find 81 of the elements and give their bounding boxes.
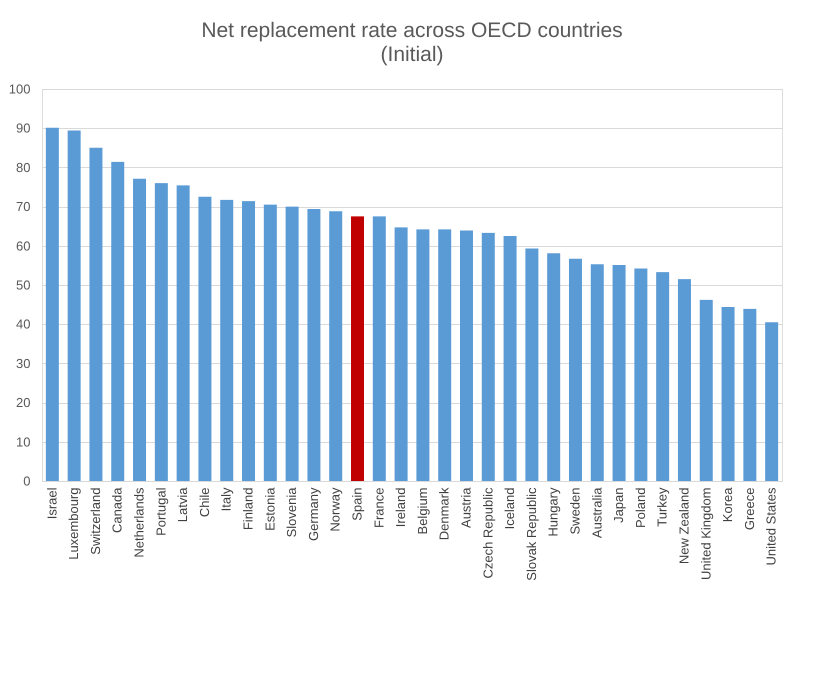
bar	[504, 236, 517, 481]
y-tick-label: 100	[8, 82, 30, 96]
y-tick-label: 50	[16, 278, 30, 292]
x-tick-label: Iceland	[502, 488, 518, 530]
x-tick-label: Sweden	[567, 488, 582, 534]
bar	[482, 232, 495, 481]
bar	[242, 201, 256, 481]
x-tick-label: Portugal	[153, 487, 168, 536]
bar	[220, 200, 234, 481]
x-tick-label: Greece	[742, 488, 757, 530]
y-tick-label: 80	[16, 160, 30, 175]
bar	[525, 248, 538, 481]
bar	[264, 204, 277, 481]
x-tick-label: Slovak Republic	[524, 487, 539, 581]
x-tick-label: New Zealand	[676, 488, 692, 564]
x-tick-label: United Kingdom	[698, 488, 714, 580]
y-tick-label: 30	[16, 356, 30, 371]
bar	[612, 265, 626, 481]
bar	[678, 279, 691, 481]
bar	[460, 230, 473, 481]
x-tick-label: Czech Republic	[480, 487, 496, 579]
x-tick-label: Turkey	[654, 487, 670, 527]
bar	[89, 148, 102, 481]
y-tick-label: 40	[16, 316, 30, 332]
bar	[372, 216, 386, 481]
y-tick-label: 70	[16, 199, 30, 214]
x-tick-label: United States	[764, 487, 779, 566]
bar	[700, 300, 713, 481]
x-tick-label: Norway	[328, 487, 343, 532]
bar	[438, 229, 452, 481]
bar	[286, 206, 299, 481]
x-tick-label: Slovenia	[284, 486, 300, 538]
x-tick-label: Chile	[196, 488, 212, 518]
bar	[590, 264, 604, 481]
y-tick-label: 90	[16, 120, 30, 136]
x-tick-label: Israel	[44, 487, 60, 520]
x-tick-label: Austria	[458, 486, 474, 528]
x-tick-label: Switzerland	[88, 488, 103, 555]
x-tick-label: Hungary	[546, 487, 561, 537]
x-tick-label: Ireland	[393, 488, 408, 528]
bar	[111, 162, 124, 481]
x-tick-label: Korea	[720, 486, 736, 522]
bar	[634, 268, 648, 481]
x-tick-label: Estonia	[262, 486, 278, 531]
bar	[329, 211, 342, 481]
bar	[416, 229, 430, 481]
x-tick-label: Denmark	[436, 487, 452, 540]
chart-title: Net replacement rate across OECD countries	[201, 19, 623, 42]
bar	[46, 128, 59, 481]
bar	[68, 130, 81, 481]
x-tick-label: Italy	[218, 487, 234, 512]
x-tick-label: Finland	[240, 488, 256, 530]
x-tick-label: Netherlands	[132, 487, 147, 558]
bar	[765, 322, 778, 481]
bar	[198, 196, 212, 481]
bar	[722, 306, 735, 481]
bar	[656, 272, 670, 481]
x-tick-label: Poland	[632, 488, 648, 528]
x-tick-label: Spain	[350, 488, 365, 521]
bar	[568, 258, 582, 481]
bar	[743, 308, 756, 481]
y-tick-label: 20	[16, 395, 30, 410]
y-tick-label: 10	[16, 434, 30, 450]
x-tick-label: Japan	[611, 488, 626, 523]
x-tick-label: Germany	[306, 487, 321, 541]
x-tick-label: Belgium	[414, 488, 430, 534]
bar	[351, 216, 364, 481]
bar	[307, 208, 320, 481]
bar	[154, 183, 168, 481]
y-tick-label: 0	[23, 474, 30, 488]
chart-subtitle: (Initial)	[380, 43, 444, 66]
x-tick-label: Latvia	[175, 486, 190, 522]
x-tick-label: France	[371, 488, 386, 528]
bar	[176, 185, 190, 481]
bar	[547, 253, 560, 481]
x-tick-label: Australia	[589, 486, 604, 538]
x-tick-label: Luxembourg	[66, 488, 82, 560]
bar	[133, 178, 146, 481]
bar	[394, 227, 408, 481]
x-tick-label: Canada	[110, 486, 125, 534]
y-tick-label: 60	[16, 238, 30, 254]
